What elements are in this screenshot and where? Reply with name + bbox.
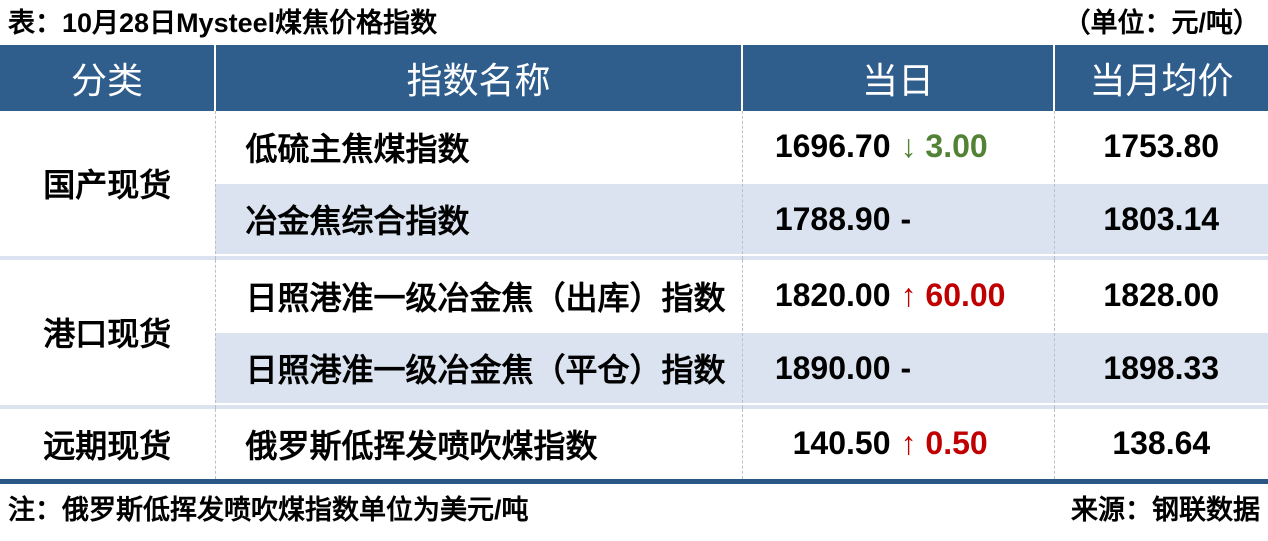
category-cell: 港口现货 bbox=[0, 260, 216, 404]
table-body: 国产现货 低硫主焦煤指数 1696.70 ↓ 3.00 1753.80 冶金焦综合指数 17… bbox=[0, 111, 1268, 481]
table-row: 远期现货 俄罗斯低挥发喷吹煤指数 140.50 ↑ 0.50 138.64 bbox=[0, 409, 1268, 481]
daily-change: ↑ 60.00 bbox=[900, 277, 1006, 313]
caption-bar: 表：10月28日Mysteel煤焦价格指数 （单位：元/吨） bbox=[0, 0, 1268, 45]
daily-value: 1890.00 bbox=[774, 349, 891, 386]
group-separator-cell bbox=[215, 254, 743, 260]
col-header-category: 分类 bbox=[0, 45, 216, 111]
monthly-avg-cell: 1898.33 bbox=[1054, 331, 1268, 404]
unit-label: （单位：元/吨） bbox=[1063, 7, 1260, 38]
group-separator-cell bbox=[742, 254, 1055, 260]
table-title: 表：10月28日Mysteel煤焦价格指数 bbox=[8, 7, 438, 38]
source-label: 来源：钢联数据 bbox=[1071, 494, 1260, 525]
daily-value-cell: 1788.90- bbox=[742, 182, 1055, 255]
daily-value: 1820.00 bbox=[774, 277, 891, 313]
monthly-avg-cell: 1828.00 bbox=[1103, 277, 1220, 313]
footer-bar: 注：俄罗斯低挥发喷吹煤指数单位为美元/吨 来源：钢联数据 bbox=[0, 484, 1268, 534]
daily-value-cell: 1820.00 ↑ 60.00 bbox=[742, 260, 1055, 332]
daily-value-cell: 1696.70 ↓ 3.00 bbox=[742, 111, 1055, 183]
daily-change: ↓ 3.00 bbox=[900, 128, 988, 164]
table-row: 港口现货 日照港准一级冶金焦（出库）指数 1820.00 ↑ 60.00 1828.00 bbox=[0, 260, 1268, 404]
daily-value: 1696.70 bbox=[774, 128, 891, 164]
monthly-avg-cell: 1803.14 bbox=[1054, 182, 1268, 255]
group-separator-cell bbox=[0, 403, 216, 409]
group-separator-cell bbox=[1054, 254, 1268, 260]
col-header-index-name: 指数名称 bbox=[215, 45, 743, 111]
daily-change: - bbox=[900, 349, 912, 386]
header-row: 分类 指数名称 当日 当月均价 bbox=[0, 45, 1268, 111]
monthly-avg-cell: 1753.80 bbox=[1103, 128, 1220, 164]
group-separator-row bbox=[0, 403, 1268, 409]
index-name-cell: 冶金焦综合指数 bbox=[215, 182, 743, 255]
category-cell: 国产现货 bbox=[0, 111, 216, 255]
daily-value: 140.50 bbox=[792, 425, 891, 462]
group-separator-cell bbox=[1054, 403, 1268, 409]
group-separator-cell bbox=[742, 403, 1055, 409]
price-index-table: 分类 指数名称 当日 当月均价 国产现货 低硫主焦煤指数 1696.70 ↓ 3.00… bbox=[0, 45, 1268, 484]
daily-value-cell: 1890.00- bbox=[742, 331, 1055, 404]
category-cell: 远期现货 bbox=[0, 409, 216, 481]
col-header-daily: 当日 bbox=[742, 45, 1055, 111]
table-row: 冶金焦综合指数 1788.90-1803.14 bbox=[0, 182, 1268, 255]
daily-value: 1788.90 bbox=[774, 200, 891, 237]
table-row: 日照港准一级冶金焦（平仓）指数 1890.00-1898.33 bbox=[0, 331, 1268, 404]
table-row: 国产现货 低硫主焦煤指数 1696.70 ↓ 3.00 1753.80 bbox=[0, 111, 1268, 255]
table-header: 分类 指数名称 当日 当月均价 bbox=[0, 45, 1268, 111]
index-name-cell: 日照港准一级冶金焦（平仓）指数 bbox=[215, 331, 743, 404]
daily-value-cell: 140.50 ↑ 0.50 bbox=[742, 409, 1055, 481]
group-separator-cell bbox=[0, 254, 216, 260]
daily-change: - bbox=[900, 200, 912, 237]
group-separator-row bbox=[0, 254, 1268, 260]
index-name-cell: 低硫主焦煤指数 bbox=[215, 111, 743, 183]
index-name-cell: 俄罗斯低挥发喷吹煤指数 bbox=[215, 409, 743, 481]
monthly-avg-cell: 138.64 bbox=[1112, 425, 1211, 462]
col-header-monthly-avg: 当月均价 bbox=[1054, 45, 1268, 111]
index-name-cell: 日照港准一级冶金焦（出库）指数 bbox=[215, 260, 743, 332]
group-separator-cell bbox=[215, 403, 743, 409]
daily-change: ↑ 0.50 bbox=[900, 425, 988, 462]
footnote: 注：俄罗斯低挥发喷吹煤指数单位为美元/吨 bbox=[8, 494, 529, 525]
